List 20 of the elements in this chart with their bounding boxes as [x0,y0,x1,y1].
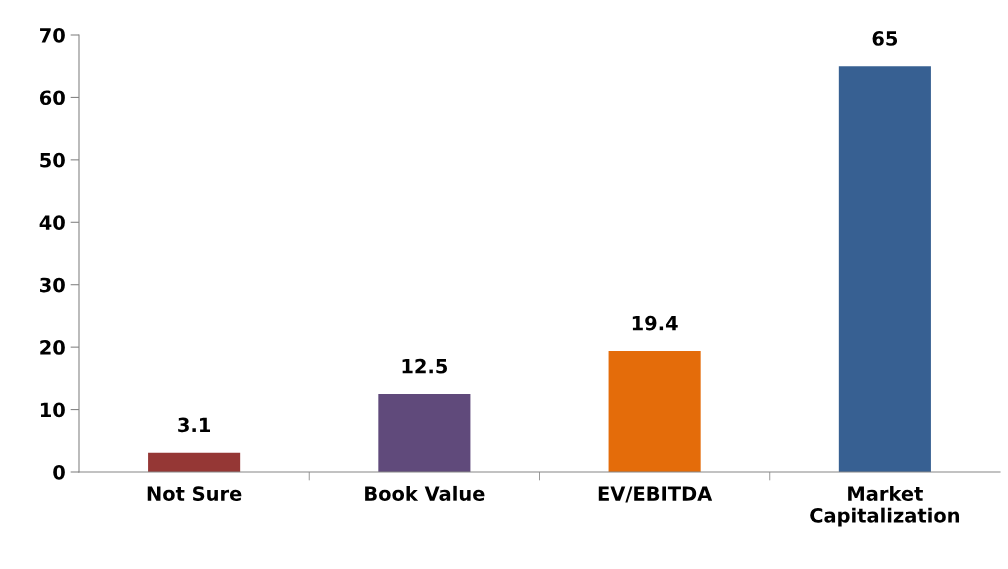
bar [838,66,931,472]
data-label: 65 [872,31,898,46]
x-tick-label: Market Capitalization [810,485,960,527]
bar [148,452,241,472]
y-tick-label: 50 [40,152,65,168]
data-label: 12.5 [402,358,448,374]
y-tick-label: 20 [40,340,65,355]
y-tick-label: 70 [40,27,65,43]
y-tick-label: 0 [53,464,65,480]
data-label: 3.1 [178,417,211,433]
y-tick-label: 30 [40,277,65,293]
x-tick-label: Not Sure [147,486,242,501]
x-tick-label: EV/EBITDA [598,486,713,503]
y-tick-label: 40 [39,215,65,230]
bar [378,393,471,472]
y-tick-label: 10 [40,402,65,418]
data-label: 19.4 [632,315,678,331]
x-tick-label: Book Value [365,485,485,501]
y-tick-label: 60 [39,90,65,106]
bar [608,350,701,472]
